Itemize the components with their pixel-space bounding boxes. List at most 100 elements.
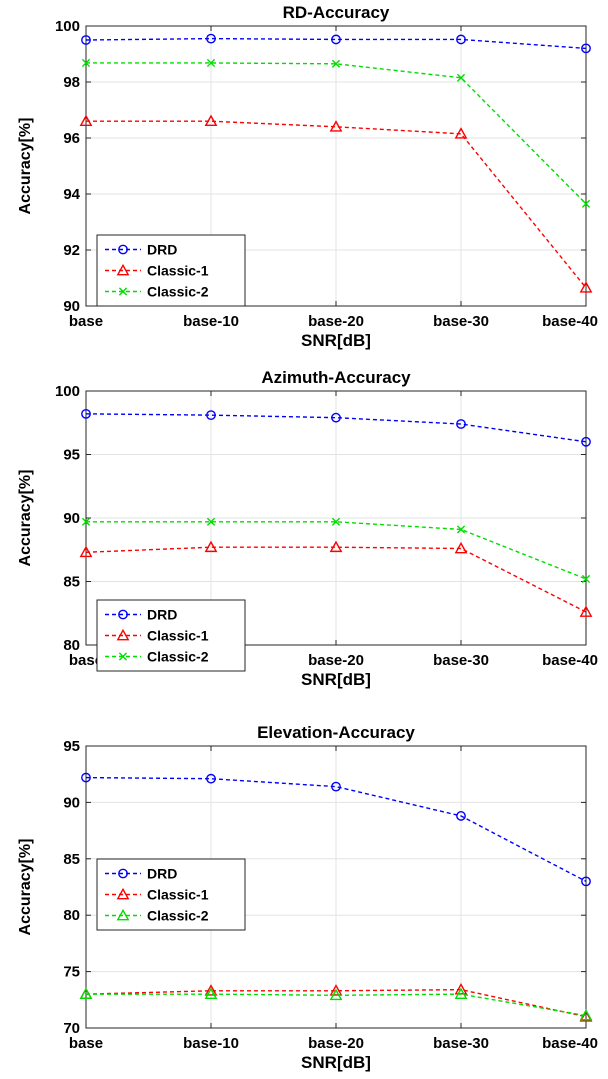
data-point	[331, 517, 341, 526]
chart-rd-accuracy: 90 92 94 96 98 100 base base-10 base-20 base-30 ba…	[17, 3, 598, 350]
legend-label-drd: DRD	[147, 607, 177, 623]
data-point	[79, 114, 93, 127]
x-tick-label: base-20	[308, 652, 364, 669]
data-point	[331, 412, 341, 423]
y-axis-label: Accuracy[%]	[17, 118, 34, 215]
data-point	[79, 987, 93, 1000]
legend-marker	[118, 244, 128, 255]
data-point	[581, 43, 591, 54]
legend-label-drd: DRD	[147, 242, 177, 258]
data-point	[329, 120, 343, 132]
data-point	[206, 410, 216, 421]
legend-label-classic-1: Classic-1	[147, 628, 209, 644]
y-tick-label: 90	[63, 794, 80, 811]
y-tick-label: 98	[63, 74, 80, 91]
series-classic-2	[79, 987, 593, 1021]
chart-title: Azimuth-Accuracy	[261, 368, 411, 387]
data-point	[204, 540, 218, 553]
x-tick-label: base-40	[542, 652, 598, 669]
data-point	[81, 517, 91, 526]
data-point	[206, 517, 216, 526]
data-point	[456, 73, 466, 82]
y-tick-label: 92	[63, 242, 80, 259]
chart-elevation-accuracy: 70 75 80 85 90 95 base base-10 base-20 base-30 bas…	[17, 723, 598, 1072]
x-tick-label: base-30	[433, 313, 489, 330]
legend-marker	[118, 652, 128, 661]
legend: DRD Classic-1 Classic-2	[96, 858, 246, 931]
y-tick-label: 95	[63, 738, 80, 755]
chart-title: Elevation-Accuracy	[257, 723, 415, 742]
x-tick-label: base-10	[183, 313, 239, 330]
x-tick-label: base-40	[542, 1035, 598, 1052]
x-axis-label: SNR[dB]	[301, 670, 371, 689]
data-point	[329, 988, 343, 1001]
data-point	[331, 781, 341, 792]
data-point	[581, 876, 591, 887]
series-drd	[81, 772, 591, 887]
series-line	[86, 521, 587, 580]
y-tick-label: 90	[63, 298, 80, 315]
x-axis-label: SNR[dB]	[301, 1053, 371, 1072]
series-classic-1	[79, 540, 593, 617]
data-point	[579, 281, 593, 293]
y-tick-label: 90	[63, 510, 80, 527]
series-classic-2	[81, 58, 591, 208]
data-point	[81, 35, 91, 45]
data-point	[454, 987, 468, 1000]
series-classic-1	[79, 114, 593, 293]
legend-marker	[118, 868, 128, 879]
x-tick-label: base-20	[308, 1035, 364, 1052]
x-tick-label: base	[69, 652, 103, 669]
data-point	[206, 773, 216, 784]
y-tick-label: 75	[63, 964, 80, 981]
x-tick-label: base-20	[308, 313, 364, 330]
data-point	[456, 811, 466, 821]
legend-label-classic-1: Classic-1	[147, 263, 209, 279]
data-point	[581, 574, 591, 584]
legend-marker	[116, 887, 130, 900]
legend-label-drd: DRD	[147, 866, 177, 882]
data-point	[331, 34, 341, 45]
data-point	[81, 408, 91, 419]
data-point	[579, 1008, 593, 1021]
legend-marker	[116, 628, 130, 641]
legend-label-classic-1: Classic-1	[147, 887, 209, 903]
x-tick-label: base	[69, 313, 103, 330]
data-point	[456, 525, 466, 534]
data-point	[204, 987, 218, 1000]
legend: DRD Classic-1 Classic-2	[96, 234, 246, 307]
y-tick-label: 80	[63, 907, 80, 924]
y-tick-label: 70	[63, 1020, 80, 1037]
legend-marker	[116, 908, 130, 921]
y-tick-label: 96	[63, 130, 80, 147]
chart-title: RD-Accuracy	[283, 3, 390, 22]
legend-label-classic-2: Classic-2	[147, 649, 209, 665]
y-axis-label: Accuracy[%]	[17, 839, 34, 936]
y-tick-label: 100	[55, 18, 80, 35]
series-line	[86, 62, 587, 205]
y-tick-label: 100	[55, 383, 80, 400]
series-drd	[81, 408, 591, 447]
legend-marker	[116, 263, 130, 276]
x-tick-label: base-30	[433, 652, 489, 669]
data-point	[456, 34, 466, 45]
x-tick-label: base-40	[542, 313, 598, 330]
x-tick-label: base-30	[433, 1035, 489, 1052]
data-point	[81, 772, 91, 783]
data-point	[329, 984, 343, 996]
data-point	[204, 114, 218, 127]
x-tick-label: base-10	[183, 1035, 239, 1052]
data-point	[331, 59, 341, 68]
legend-marker	[118, 287, 128, 296]
data-point	[79, 545, 93, 558]
data-point	[206, 33, 216, 44]
x-axis-label: SNR[dB]	[301, 331, 371, 350]
x-tick-label: base	[69, 1035, 103, 1052]
legend: DRD Classic-1 Classic-2	[96, 599, 246, 672]
data-point	[81, 58, 91, 68]
y-tick-label: 85	[63, 851, 80, 868]
y-tick-label: 95	[63, 447, 80, 464]
data-point	[456, 419, 466, 429]
data-point	[204, 984, 218, 996]
legend-label-classic-2: Classic-2	[147, 908, 209, 924]
